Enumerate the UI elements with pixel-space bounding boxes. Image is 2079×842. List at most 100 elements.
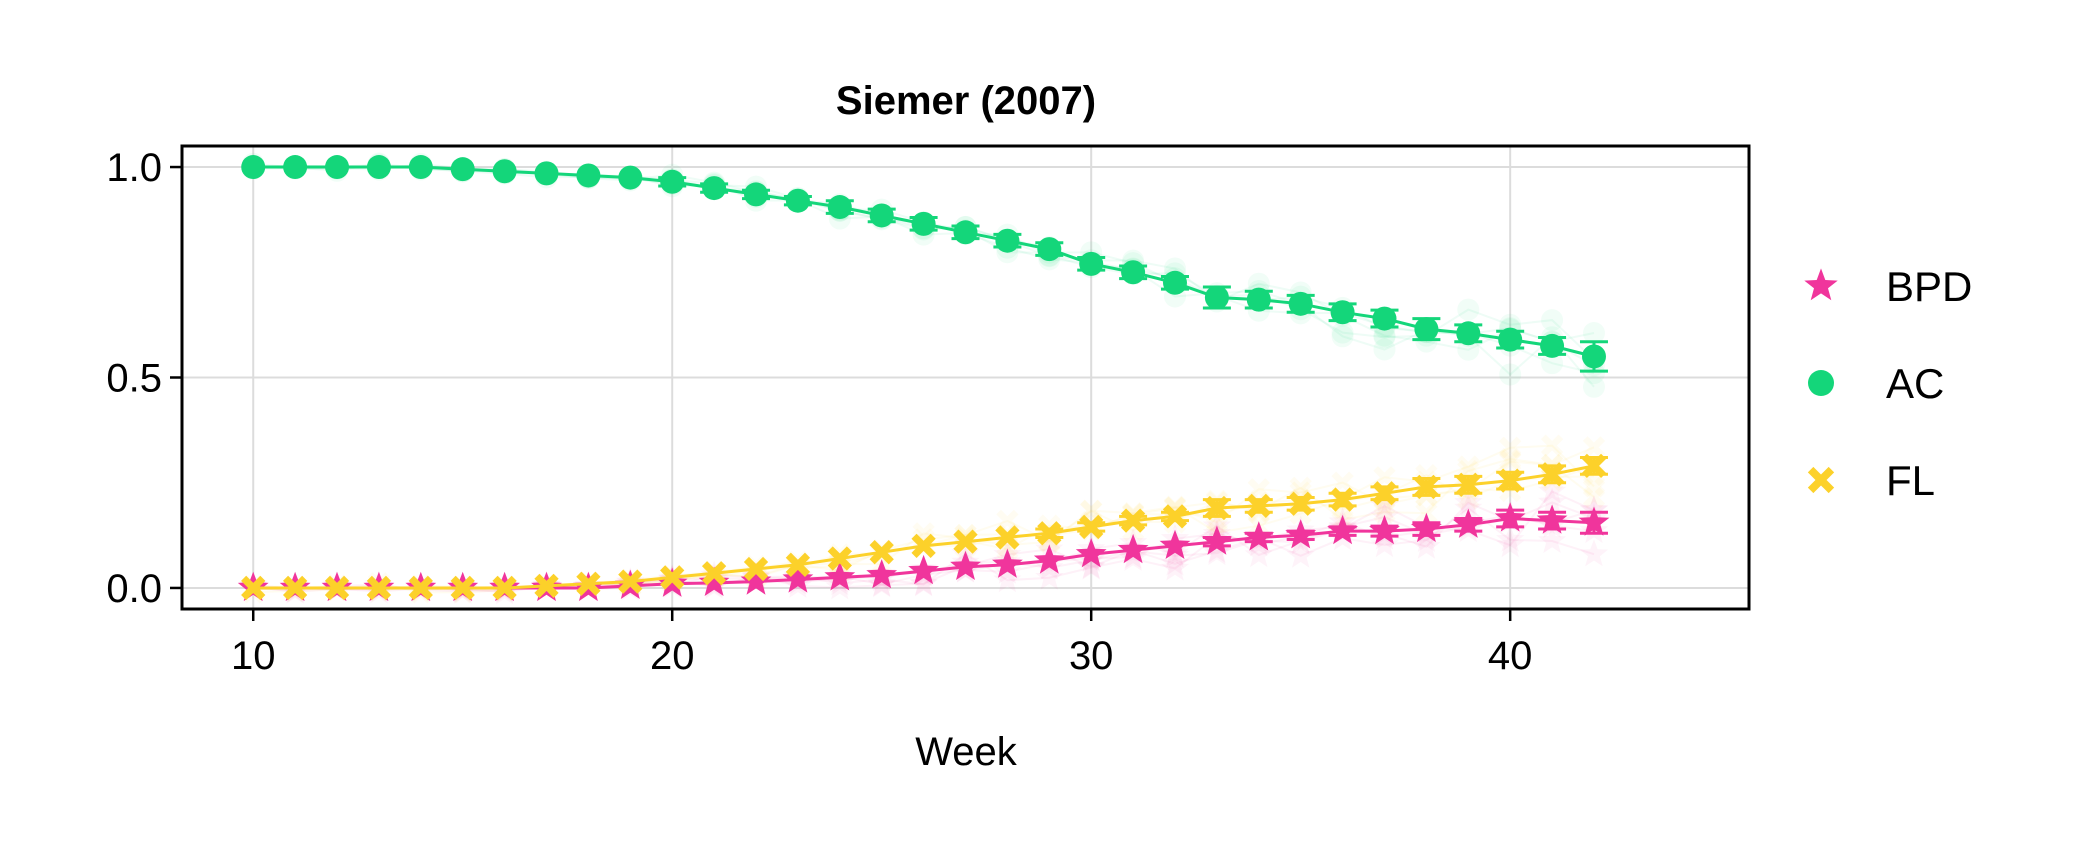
- data-point: [1075, 538, 1107, 568]
- data-point: [408, 575, 433, 601]
- legend-label: BPD: [1886, 263, 1972, 310]
- trajectory-marker: [1202, 538, 1231, 566]
- trajectory-line: [253, 507, 1595, 593]
- y-tick-label: 0.5: [106, 357, 162, 401]
- data-point: [992, 548, 1023, 578]
- data-point: [1243, 521, 1275, 551]
- trajectory-marker: [1286, 540, 1315, 568]
- data-point: [1079, 514, 1104, 540]
- data-point: [1372, 481, 1397, 506]
- data-point: [743, 556, 769, 582]
- data-point: [618, 165, 643, 190]
- data-point: [534, 161, 559, 186]
- data-point: [1159, 529, 1191, 559]
- trajectory-marker: [867, 570, 896, 598]
- data-point: [366, 155, 391, 180]
- data-point: [1033, 544, 1065, 574]
- data-point: [283, 155, 308, 180]
- legend-item-AC: AC: [1808, 360, 1944, 407]
- data-point: [866, 559, 898, 589]
- data-point: [1498, 327, 1523, 352]
- trajectory-marker: [1202, 536, 1231, 563]
- legend-marker: [1807, 466, 1835, 494]
- data-point: [869, 203, 894, 228]
- legend-label: AC: [1886, 360, 1944, 407]
- trajectory-marker: [1582, 375, 1605, 398]
- data-point: [1037, 521, 1062, 546]
- trajectory-marker: [1454, 487, 1483, 515]
- data-point: [241, 575, 266, 601]
- series-BPD: [237, 502, 1610, 602]
- trajectory-marker: [825, 572, 854, 600]
- data-point: [324, 575, 350, 601]
- y-tick-label: 0.0: [106, 567, 162, 611]
- data-point: [782, 563, 814, 593]
- data-point: [576, 163, 601, 188]
- trajectory-marker: [1540, 434, 1564, 457]
- y-tick-label: 1.0: [106, 146, 162, 190]
- trajectory-marker: [1579, 539, 1609, 567]
- data-point: [1456, 472, 1481, 497]
- trajectory-marker: [1373, 338, 1396, 361]
- x-tick-label: 40: [1488, 634, 1533, 678]
- data-point: [1162, 504, 1188, 529]
- data-point: [827, 195, 852, 220]
- trajectory-marker: [1412, 525, 1441, 552]
- plot-area: [237, 155, 1610, 602]
- data-point: [1411, 512, 1442, 543]
- trajectory-marker: [1496, 530, 1525, 558]
- trajectory-marker: [1496, 524, 1525, 552]
- data-point: [1414, 317, 1439, 342]
- data-point: [995, 228, 1020, 253]
- data-point: [1204, 285, 1229, 310]
- trajectory-marker: [1454, 493, 1483, 521]
- data-point: [911, 533, 936, 559]
- data-point: [824, 561, 856, 591]
- x-tick-label: 20: [650, 634, 695, 678]
- series-AC: [241, 155, 1608, 373]
- legend-label: FL: [1886, 457, 1935, 504]
- trajectory-marker: [1457, 455, 1480, 478]
- trajectory-marker: [993, 565, 1022, 593]
- data-point: [492, 575, 517, 601]
- data-point: [1120, 508, 1146, 533]
- data-point: [1330, 300, 1355, 325]
- trajectory-marker: [1582, 436, 1606, 459]
- data-point: [1327, 514, 1358, 545]
- data-point: [492, 159, 517, 184]
- data-point: [241, 155, 266, 180]
- data-point: [1204, 495, 1230, 521]
- trajectory-marker: [1035, 562, 1064, 590]
- data-point: [325, 155, 350, 180]
- data-point: [660, 169, 685, 194]
- data-point: [785, 552, 811, 577]
- x-tick-label: 30: [1069, 634, 1114, 678]
- data-point: [1539, 462, 1565, 487]
- data-point: [1372, 306, 1397, 331]
- trajectory-marker: [1457, 338, 1480, 361]
- data-point: [869, 540, 894, 565]
- data-point: [698, 566, 730, 596]
- data-point: [701, 561, 727, 586]
- data-point: [450, 575, 475, 601]
- data-point: [366, 575, 392, 601]
- data-point: [1037, 237, 1062, 262]
- data-point: [911, 211, 936, 236]
- data-point: [702, 176, 727, 201]
- trajectory-marker: [867, 569, 896, 597]
- trajectory-marker: [1499, 436, 1522, 459]
- data-point: [953, 529, 978, 554]
- data-point: [953, 220, 978, 245]
- trajectory-marker: [1541, 309, 1564, 332]
- data-point: [1452, 508, 1484, 538]
- trajectory-marker: [1499, 363, 1522, 386]
- data-point: [1578, 506, 1610, 536]
- trajectory-line: [253, 444, 1595, 594]
- data-point: [282, 575, 308, 601]
- legend-marker: [1804, 268, 1838, 301]
- trajectory-line: [253, 490, 1595, 594]
- data-point: [1288, 491, 1313, 516]
- trajectory-marker: [1370, 530, 1399, 558]
- trajectory-marker: [1457, 298, 1480, 321]
